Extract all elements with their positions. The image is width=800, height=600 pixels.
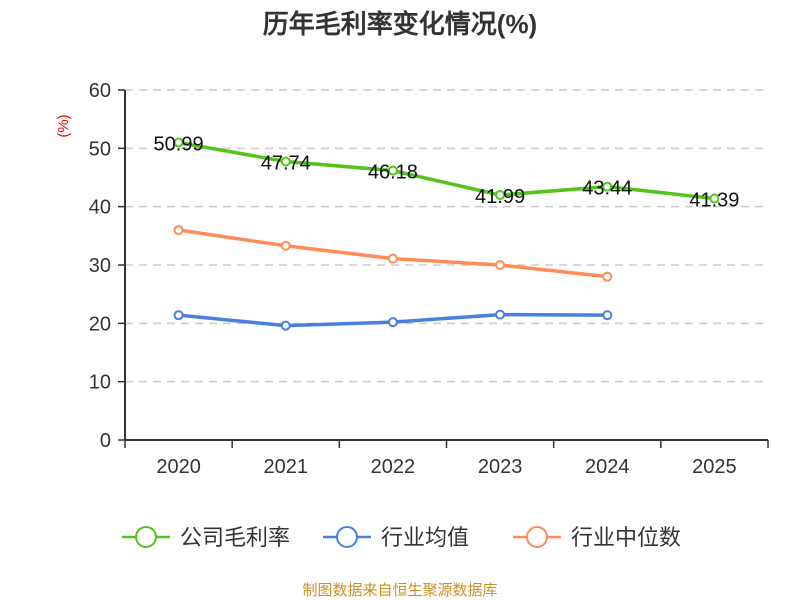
data-label: 41.39 — [689, 190, 739, 212]
legend-marker — [526, 526, 548, 548]
data-label: 46.18 — [368, 162, 418, 184]
legend-label: 行业均值 — [381, 525, 469, 550]
data-point — [602, 271, 613, 282]
y-tick-label: 40 — [89, 197, 111, 219]
x-tick-label: 2020 — [156, 456, 201, 478]
x-tick-label: 2022 — [371, 456, 416, 478]
source-note: 制图数据来自恒生聚源数据库 — [302, 582, 497, 599]
data-point — [602, 310, 613, 321]
data-point — [173, 137, 184, 148]
series-line — [178, 140, 715, 201]
data-point — [709, 193, 720, 204]
x-tick-label: 2024 — [585, 456, 630, 478]
y-axis-label: (%) — [55, 114, 72, 137]
data-point — [280, 320, 291, 331]
series-line — [178, 228, 608, 279]
data-label: 47.74 — [261, 153, 311, 175]
data-label: 43.44 — [582, 178, 632, 200]
data-point — [495, 190, 506, 201]
x-tick-label: 2021 — [264, 456, 309, 478]
x-tick-label: 2023 — [478, 456, 523, 478]
data-point — [387, 253, 398, 264]
y-tick-label: 10 — [89, 372, 111, 394]
legend-marker — [336, 526, 358, 548]
data-point — [495, 260, 506, 270]
data-point — [173, 310, 184, 321]
y-tick-label: 60 — [89, 80, 111, 102]
data-point — [387, 165, 398, 176]
legend-marker — [135, 526, 157, 548]
y-tick-label: 20 — [89, 313, 111, 335]
y-tick-label: 30 — [89, 255, 111, 277]
data-point — [495, 309, 506, 320]
chart-title: 历年毛利率变化情况(%) — [263, 9, 537, 39]
data-point — [173, 225, 184, 235]
legend-label: 行业中位数 — [571, 525, 681, 550]
data-point — [280, 240, 291, 251]
y-tick-label: 0 — [100, 430, 111, 452]
y-tick-label: 50 — [89, 138, 111, 160]
data-label: 41.99 — [475, 186, 525, 208]
data-label: 50.99 — [154, 134, 204, 156]
x-tick-label: 2025 — [692, 456, 737, 478]
data-point — [280, 156, 291, 167]
data-point — [387, 317, 398, 328]
data-point — [602, 181, 613, 192]
legend-label: 公司毛利率 — [180, 525, 290, 550]
